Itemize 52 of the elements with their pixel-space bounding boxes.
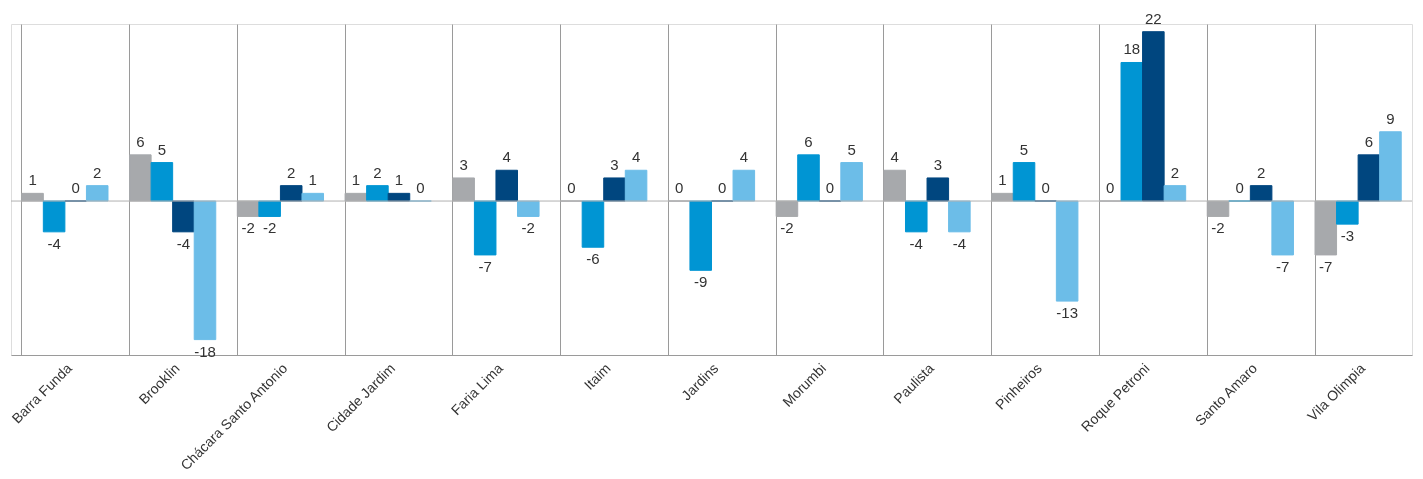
data-label: 2 [287,163,296,181]
data-label: -4 [47,234,61,252]
data-label: -7 [1319,257,1333,275]
data-label: -2 [262,219,277,237]
data-label: 0 [416,179,425,197]
data-label: 3 [933,155,942,173]
data-label: 0 [1106,179,1115,197]
data-label: 4 [739,148,748,166]
data-label: 0 [567,179,576,197]
data-label: -18 [194,342,216,360]
data-label: -2 [1211,219,1225,237]
data-label: -4 [176,234,191,252]
data-label: -2 [521,219,535,237]
data-label: 3 [610,155,619,173]
data-label: 5 [157,140,167,158]
data-label: -7 [478,257,492,275]
data-label: -4 [909,234,923,252]
data-label: 0 [675,179,684,197]
data-label: 0 [718,179,727,197]
data-label: 0 [825,179,835,197]
data-label: 22 [1145,9,1162,27]
data-label: 1 [28,171,37,189]
data-label: 4 [502,148,511,166]
data-label: 18 [1123,40,1141,58]
data-label: 1 [351,171,361,189]
data-label: 4 [631,148,641,166]
data-label: -2 [780,219,794,237]
data-label: 5 [1019,140,1029,158]
data-label: 6 [804,132,813,150]
data-label: -7 [1276,257,1290,275]
data-label: 6 [1364,132,1374,150]
data-label: -4 [952,234,967,252]
data-label: 2 [93,163,102,181]
data-label: 5 [847,140,856,158]
data-label: 2 [1256,163,1266,181]
data-label: 0 [1041,179,1050,197]
data-label: 0 [1235,179,1244,197]
data-label: 9 [1386,109,1395,127]
data-label: -6 [586,250,600,268]
data-label: -3 [1340,227,1355,245]
data-label: 4 [890,148,899,166]
data-label: 2 [373,163,382,181]
data-label: -9 [694,273,708,291]
data-label: -13 [1056,304,1078,322]
data-label: 3 [459,155,468,173]
data-label: 6 [136,132,145,150]
data-label: 0 [71,179,80,197]
data-label: 1 [394,171,404,189]
data-label: -2 [241,219,255,237]
data-label: 1 [998,171,1007,189]
data-label: 2 [1170,163,1180,181]
data-label: 1 [308,171,317,189]
